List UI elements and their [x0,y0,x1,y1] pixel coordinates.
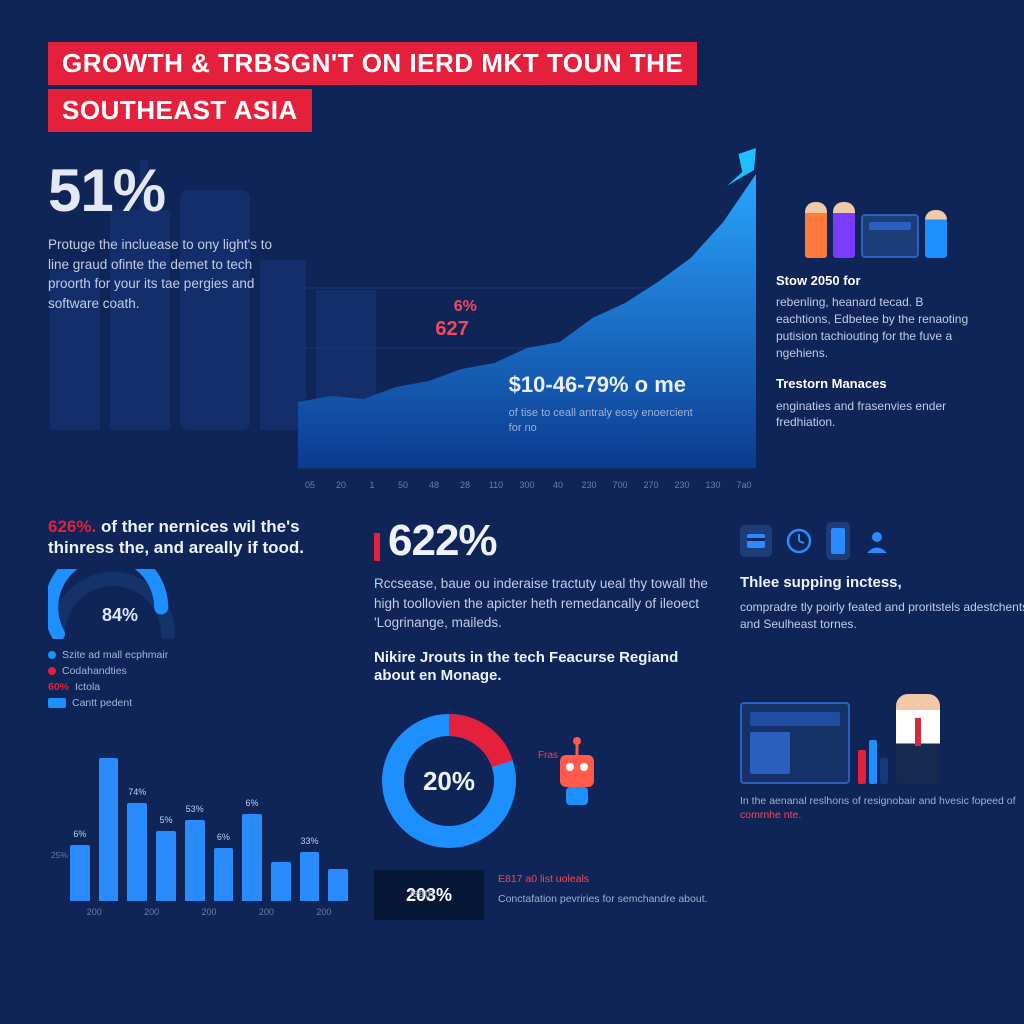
pedestal-caption-highlight: E817 a0 list uoleals [498,873,589,885]
hero-desc: Protuge the incluease to ony light's to … [48,235,278,313]
bar [99,758,119,901]
right-desc: compradre tly poirly feated and proritst… [740,599,1024,634]
legend-item: Cantt pedent [48,697,348,709]
mid-desc: Rccsease, baue ou inderaise tractuty uea… [374,574,714,633]
title-line-1: GROWTH & TRBSGN'T ON IERD MKT TOUN THE [48,42,697,85]
donut-chart: 20% Fras [374,706,524,856]
legend-item: Codahandties [48,665,348,677]
right-foot-caption: In the aenanal reslhons of resignobair a… [740,794,1024,822]
tech-icon-row [740,522,1024,560]
bar: 6% [214,848,234,900]
pedestal-caption: Conctafation pevriries for semchandre ab… [498,892,708,906]
side-para-2: enginaties and frasenvies ender fredhiat… [776,398,976,432]
area-callout-6x: 6% [454,298,477,316]
mid-subhead: Nikire Jrouts in the tech Feacurse Regia… [374,649,714,687]
legend-item: Szite ad mall ecphmair [48,649,348,661]
hero-stat: 51% [48,156,278,225]
bar [271,862,291,900]
area-callout-sub: of tise to ceall antraly eosy enoercient… [509,406,699,435]
area-callout-627: 627 [435,318,468,341]
hero-left-column: 51% Protuge the incluease to ony light's… [48,148,278,488]
donut-side-label: Fras [538,750,558,761]
side-head-2: Trestorn Manaces [776,375,976,393]
title-block: GROWTH & TRBSGN'T ON IERD MKT TOUN THE S… [48,42,976,136]
lower-mid-column: 622% Rccsease, baue ou inderaise tractut… [374,516,714,917]
bar: 6% [70,845,90,901]
clock-icon [786,528,812,554]
area-callout-main: $10-46-79% o me [509,372,686,398]
robot-illustration [542,733,612,818]
area-x-ticks: 05201504828110300402307002702301307a0 [298,480,756,490]
title-line-2: SOUTHEAST ASIA [48,89,312,132]
card-icon [740,525,772,557]
hero-right-column: Stow 2050 for rebenling, heanard tecad. … [776,148,976,488]
bar: 5% [156,831,176,901]
collaboration-illustration [776,148,976,258]
lower-right-column: Thlee supping inctess, compradre tly poi… [740,516,1024,917]
lower-left-column: 626%. of ther nernices wil the's thinres… [48,516,348,917]
workstation-illustration [740,644,1024,784]
left-headline: 626%. of ther nernices wil the's thinres… [48,516,348,559]
area-growth-chart: 6% 627 $10-46-79% o me of tise to ceall … [298,148,756,488]
mid-big-pct: 622% [374,516,714,566]
bar: 53% [185,820,205,900]
bar [328,869,348,900]
bar: 33% [300,852,320,901]
side-head-1: Stow 2050 for [776,272,976,290]
user-icon [864,528,890,554]
right-head: Thlee supping inctess, [740,574,1024,593]
legend-item: 60%Ictola [48,681,348,693]
gauge-chart: 84% [48,569,348,641]
gauge-value: 84% [102,605,138,626]
gauge-legend: Szite ad mall ecphmair Codahandties 60%Ict… [48,649,348,709]
side-para-1: rebenling, heanard tecad. B eachtions, E… [776,294,976,361]
donut-center-label: 20% [374,706,524,856]
bar: 6% [242,814,262,901]
small-bar-chart: 25% 6%74%5%53%6%6%33% 200200200200200 [48,727,348,917]
phone-icon [826,522,850,560]
bar: 74% [127,803,147,900]
